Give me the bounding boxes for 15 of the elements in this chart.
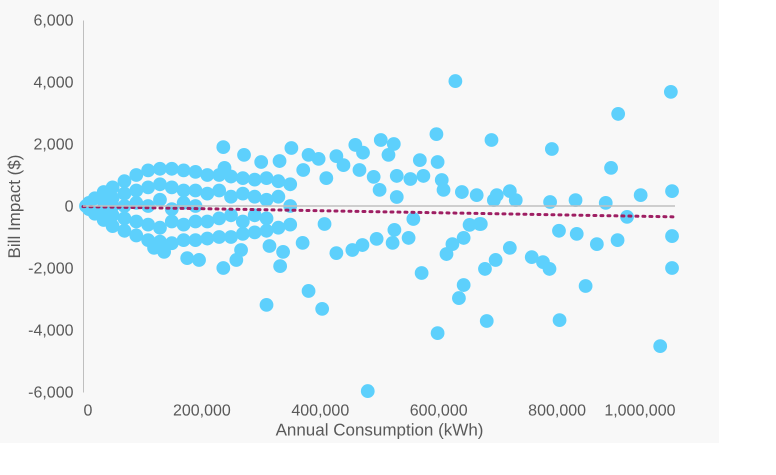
y-tick-label: -2,000 [28,260,74,278]
y-tick-label: 6,000 [33,12,74,30]
x-tick-label: 800,000 [528,402,586,420]
x-axis-title: Annual Consumption (kWh) [276,420,484,440]
x-tick-label: 200,000 [172,402,231,420]
x-tick-label: 600,000 [410,402,468,420]
y-tick-label: 0 [64,198,74,216]
y-tick-label: 2,000 [33,136,74,154]
y-tick-label: -6,000 [28,384,74,402]
y-tick-label: -4,000 [28,322,74,340]
x-tick-label: 400,000 [291,402,350,420]
x-tick-label: 1,000,000 [604,402,676,420]
y-tick-label: 4,000 [33,74,74,92]
y-axis-title: Bill Impact ($) [5,154,24,258]
x-tick-label: 0 [84,402,92,420]
